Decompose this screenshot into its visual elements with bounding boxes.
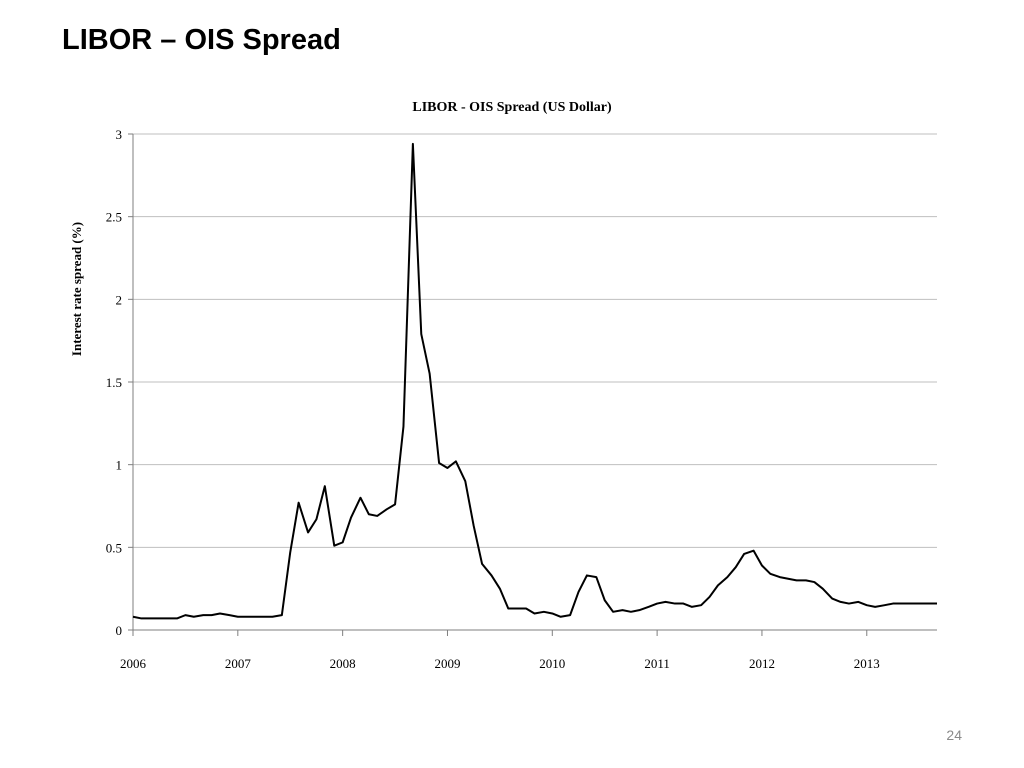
x-tick-label: 2009 [434, 656, 460, 671]
x-tick-label: 2013 [854, 656, 880, 671]
y-tick-label: 2 [116, 292, 123, 307]
y-tick-label: 1.5 [106, 375, 122, 390]
y-tick-label: 3 [116, 127, 123, 142]
y-tick-label: 2.5 [106, 210, 122, 225]
page-number: 24 [946, 727, 962, 743]
x-tick-label: 2008 [330, 656, 356, 671]
y-tick-label: 1 [116, 458, 123, 473]
y-axis-label: Interest rate spread (%) [69, 222, 84, 356]
y-tick-label: 0 [116, 623, 123, 638]
series-line [132, 142, 937, 620]
chart-gridlines [133, 133, 937, 548]
chart-axes [128, 133, 937, 636]
x-tick-label: 2011 [644, 656, 670, 671]
chart-title: LIBOR - OIS Spread (US Dollar) [412, 100, 612, 115]
x-tick-label: 2010 [539, 656, 565, 671]
chart-tick-labels: 0 0.5 1 1.5 2 2.5 3 2006 2007 2008 2009 2010 2011 201… [106, 127, 880, 671]
chart-series [132, 142, 937, 620]
x-tick-label: 2012 [749, 656, 775, 671]
slide-title: LIBOR – OIS Spread [62, 24, 341, 56]
x-tick-label: 2006 [120, 656, 147, 671]
x-tick-label: 2007 [225, 656, 252, 671]
y-tick-label: 0.5 [106, 540, 122, 555]
